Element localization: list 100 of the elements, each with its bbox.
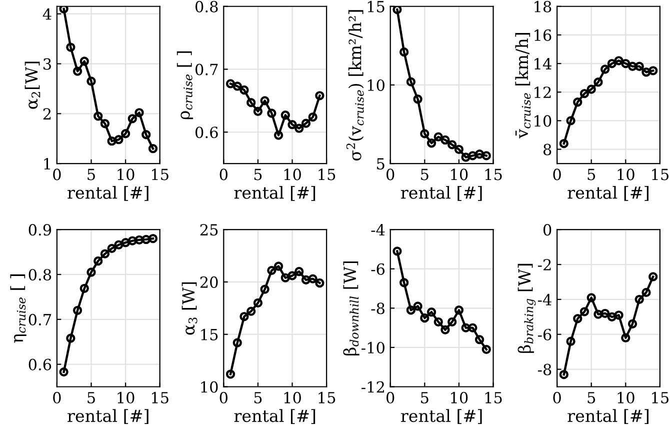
x-axis-title: rental [#] (234, 409, 316, 424)
point (80, 284, 89, 293)
point (566, 116, 576, 126)
x-tick-label: 10 (118, 168, 134, 180)
point (413, 94, 422, 104)
point (315, 278, 324, 288)
x-axis-title: rental [#] (401, 409, 482, 424)
point (59, 367, 68, 377)
x-tick-label: 5 (88, 168, 95, 180)
point (406, 77, 416, 86)
point (426, 138, 436, 148)
y-axis-title: η$_{cruise}$ [ ] (10, 274, 26, 343)
y-tick-label: 4 (42, 8, 52, 20)
point (100, 249, 110, 258)
y-tick-label: 3 (44, 58, 51, 70)
point (600, 308, 610, 318)
x-tick-label: 5 (88, 392, 95, 404)
point (468, 151, 478, 160)
x-axis-title: rental [#] (68, 186, 148, 201)
y-tick-label: -8 (371, 302, 384, 314)
point (148, 234, 158, 244)
x-tick-label: 5 (254, 168, 262, 180)
point (461, 323, 470, 332)
point (114, 240, 124, 250)
point (594, 310, 603, 319)
y-tick-label: 20 (200, 276, 218, 288)
y-tick-label: -2 (538, 258, 551, 270)
point (642, 68, 651, 77)
y-tick-label: 0.7 (196, 64, 218, 76)
y-tick-label: 25 (200, 224, 218, 236)
point (594, 78, 603, 87)
point (232, 338, 242, 348)
point (260, 96, 270, 106)
point (474, 150, 484, 159)
point (280, 273, 290, 282)
point (628, 319, 638, 328)
y-tick-label: -8 (538, 364, 552, 376)
x-tick-label: 10 (618, 392, 634, 404)
x-tick-label: 5 (588, 392, 596, 404)
y-axis-title: v̄$_{cruise}$ [km/h] (515, 33, 531, 138)
y-tick-label: 12 (534, 86, 551, 98)
point (288, 271, 297, 280)
x-tick-label: 10 (451, 168, 468, 180)
x-axis-title: rental [#] (568, 186, 648, 201)
x-tick-label: 15 (652, 168, 668, 180)
point (628, 62, 638, 71)
y-axis-title: α$_{3}$ [W] (182, 282, 198, 335)
point (448, 140, 457, 150)
point (59, 6, 68, 14)
point (573, 98, 582, 107)
point (134, 108, 144, 118)
point (253, 298, 263, 308)
point (72, 66, 82, 76)
x-tick-label: 15 (485, 392, 502, 404)
point (573, 314, 582, 324)
point (315, 91, 324, 100)
point (148, 144, 158, 154)
y-tick-label: -12 (362, 381, 384, 393)
point (468, 323, 478, 332)
y-axis-title: σ$^{2}$(v$_{cruise}$) [km²/h²] (346, 10, 364, 160)
y-tick-label: -4 (538, 294, 552, 306)
y-tick-label: -6 (371, 263, 385, 275)
x-axis-title: rental [#] (401, 186, 482, 201)
x-tick-label: 10 (284, 392, 301, 404)
x-tick-label: 15 (152, 392, 168, 404)
x-tick-label: 15 (318, 168, 336, 180)
y-tick-label: 5 (377, 158, 384, 170)
point (434, 317, 443, 326)
point (559, 138, 568, 148)
y-tick-label: 14 (534, 58, 552, 70)
y-tick-label: 0.9 (28, 224, 52, 236)
point (454, 306, 464, 315)
point (426, 308, 436, 317)
x-tick-label: 5 (254, 392, 262, 404)
point (267, 266, 276, 276)
y-tick-label: -6 (538, 328, 552, 340)
point (308, 112, 318, 122)
point (607, 312, 617, 322)
y-axis-title: ρ$_{cruise}$ [ ] (176, 51, 194, 120)
point (392, 246, 402, 256)
point (128, 236, 137, 246)
point (474, 335, 484, 344)
point (94, 112, 103, 121)
x-tick-label: 0 (553, 168, 561, 180)
point (240, 85, 249, 95)
y-tick-label: 1 (44, 158, 50, 170)
point (107, 244, 116, 254)
x-tick-label: 10 (618, 168, 634, 180)
x-tick-label: 5 (421, 392, 428, 404)
x-tick-label: 10 (118, 392, 134, 404)
point (301, 118, 311, 128)
point (72, 306, 82, 315)
point (94, 256, 103, 266)
point (614, 56, 624, 66)
x-tick-label: 15 (152, 168, 168, 180)
point (107, 136, 116, 146)
point (128, 114, 137, 124)
point (246, 98, 256, 108)
x-tick-label: 0 (553, 392, 561, 404)
x-tick-label: 15 (485, 168, 502, 180)
